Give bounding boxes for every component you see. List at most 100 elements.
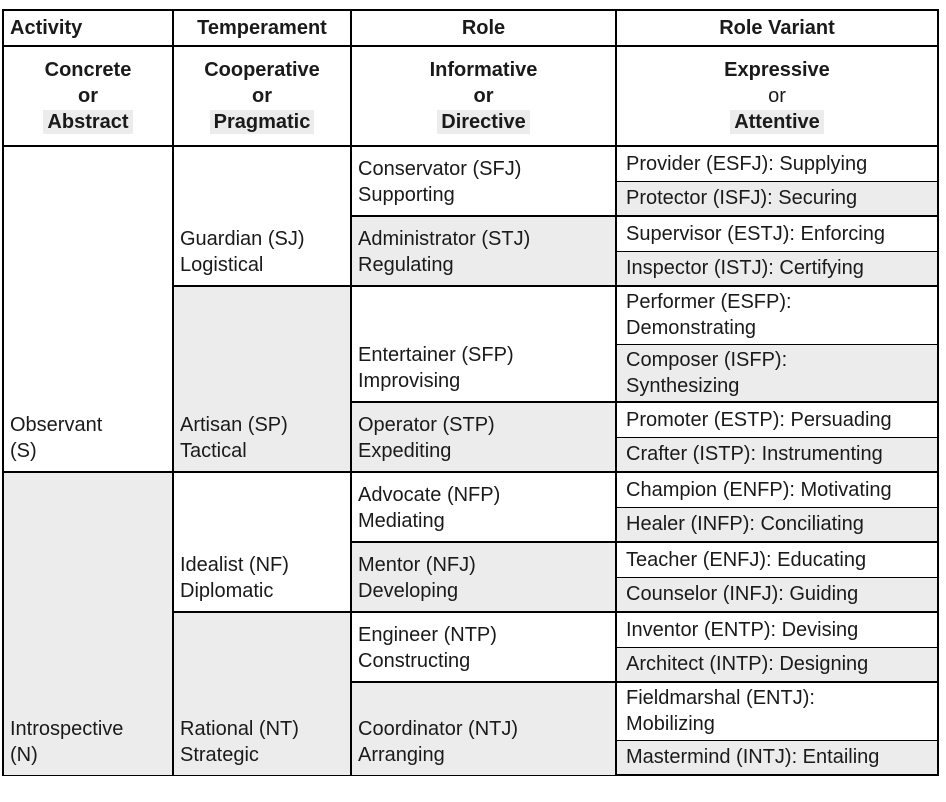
dichotomy-second: Abstract [10, 109, 166, 135]
variant-cell: Mastermind (INTJ): Entailing [615, 739, 939, 776]
cell-line-1: Healer (INFP): Conciliating [626, 513, 864, 536]
variant-cell: Performer (ESFP): Demonstrating [615, 285, 939, 345]
role-cell: Conservator (SFJ) Supporting [350, 145, 617, 217]
table-row: Inspector (ISTJ): Certifying [3, 250, 939, 287]
cell-line-1: Counselor (INFJ): Guiding [626, 583, 859, 606]
dichotomy-role-variant: Expressive or Attentive [615, 45, 939, 147]
table-row: Healer (INFP): Conciliating [3, 506, 939, 543]
cell-line-1: Protector (ISFJ): Securing [626, 187, 858, 210]
activity-cell: Observant (S) [2, 145, 174, 473]
highlighted-word: Abstract [43, 110, 133, 134]
cell-line-2: Arranging [358, 743, 445, 766]
cell-line-1: Introspective [10, 717, 124, 740]
table-row: Artisan (SP) Tactical Entertainer (SFP) … [3, 285, 939, 473]
variant-cell: Composer (ISFP): Synthesizing [615, 343, 939, 403]
cell-line-2: Mobilizing [626, 713, 715, 736]
table-row: Crafter (ISTP): Instrumenting [3, 436, 939, 473]
cell-line-1: Fieldmarshal (ENTJ): [626, 687, 815, 710]
cell-line-2: Tactical [180, 440, 247, 462]
column-header-role-variant: Role Variant [615, 9, 939, 47]
variant-cell: Crafter (ISTP): Instrumenting [615, 436, 939, 473]
cell-line-1: Artisan (SP) [180, 414, 288, 436]
cell-line-1: Engineer (NTP) [358, 624, 497, 646]
cell-line-2: Strategic [180, 743, 259, 766]
dichotomy-or: or [473, 85, 494, 107]
variant-cell: Promoter (ESTP): Persuading [615, 401, 939, 438]
temperament-cell: Idealist (NF) Diplomatic [172, 471, 352, 613]
variant-cell: Supervisor (ESTJ): Enforcing [615, 215, 939, 252]
dichotomy-or: or [78, 85, 98, 107]
table-row: Administrator (STJ) Regulating Superviso… [3, 215, 939, 287]
dichotomy-or: or [252, 85, 272, 107]
column-header-activity: Activity [2, 9, 174, 47]
role-cell: Entertainer (SFP) Improvising [350, 285, 617, 403]
cell-line-1: Observant [10, 414, 103, 436]
variant-cell: Architect (INTP): Designing [615, 646, 939, 683]
table-row: Counselor (INFJ): Guiding [3, 576, 939, 613]
cell-line-1: Advocate (NFP) [358, 484, 501, 506]
highlighted-word: Pragmatic [209, 110, 315, 134]
cell-line-1: Administrator (STJ) [358, 228, 531, 250]
cell-line-1: Inspector (ISTJ): Certifying [626, 257, 864, 280]
cell-line-1: Provider (ESFJ): Supplying [626, 152, 868, 175]
table-row: Mentor (NFJ) Developing Teacher (ENFJ): … [3, 541, 939, 613]
keirsey-temperament-table: Activity Temperament Role Role Variant C… [2, 9, 939, 776]
temperament-cell: Guardian (SJ) Logistical [172, 145, 352, 287]
page: Activity Temperament Role Role Variant C… [2, 9, 939, 776]
table-row: Composer (ISFP): Synthesizing [3, 343, 939, 403]
table-row: Protector (ISFJ): Securing [3, 180, 939, 217]
table-row: Coordinator (NTJ) Arranging Fieldmarshal… [3, 681, 939, 776]
dichotomy-activity: Concrete or Abstract [2, 45, 174, 147]
dichotomy-or: or [768, 85, 786, 107]
cell-line-1: Mentor (NFJ) [358, 554, 476, 576]
temperament-cell: Rational (NT) Strategic [172, 611, 352, 776]
cell-line-2: Synthesizing [626, 374, 740, 397]
cell-line-2: Improvising [358, 370, 461, 392]
variant-cell: Protector (ISFJ): Securing [615, 180, 939, 217]
cell-line-2: Developing [358, 580, 459, 602]
table-row: Operator (STP) Expediting Promoter (ESTP… [3, 401, 939, 473]
cell-line-2: Expediting [358, 440, 452, 462]
dichotomy-first: Expressive [724, 59, 830, 81]
column-header-role: Role [350, 9, 617, 47]
variant-cell: Counselor (INFJ): Guiding [615, 576, 939, 613]
cell-line-1: Entertainer (SFP) [358, 344, 514, 366]
table-row: Rational (NT) Strategic Engineer (NTP) C… [3, 611, 939, 776]
cell-line-1: Architect (INTP): Designing [626, 653, 869, 676]
cell-line-1: Inventor (ENTP): Devising [626, 618, 859, 641]
cell-line-1: Promoter (ESTP): Persuading [626, 408, 892, 431]
highlighted-word: Attentive [730, 110, 824, 134]
column-header-row: Activity Temperament Role Role Variant [2, 9, 939, 47]
role-cell: Operator (STP) Expediting [350, 401, 617, 473]
table-row: Mastermind (INTJ): Entailing [3, 739, 939, 776]
role-cell: Mentor (NFJ) Developing [350, 541, 617, 613]
variant-cell: Inventor (ENTP): Devising [615, 611, 939, 648]
variant-cell: Provider (ESFJ): Supplying [615, 145, 939, 182]
cell-line-1: Operator (STP) [358, 414, 495, 436]
variant-cell: Fieldmarshal (ENTJ): Mobilizing [615, 681, 939, 741]
cell-line-1: Champion (ENFP): Motivating [626, 478, 892, 501]
cell-line-1: Guardian (SJ) [180, 228, 305, 250]
variant-cell: Inspector (ISTJ): Certifying [615, 250, 939, 287]
dichotomy-first: Concrete [44, 59, 132, 81]
cell-line-1: Conservator (SFJ) [358, 158, 522, 180]
cell-line-2: Supporting [358, 184, 455, 206]
role-cell: Administrator (STJ) Regulating [350, 215, 617, 287]
dichotomy-second: Pragmatic [180, 109, 344, 135]
dichotomy-header-row: Concrete or Abstract Cooperative or Prag… [2, 45, 939, 147]
cell-line-1: Crafter (ISTP): Instrumenting [626, 443, 883, 466]
cell-line-1: Rational (NT) [180, 717, 299, 740]
cell-line-2: (S) [10, 440, 37, 462]
cell-line-1: Composer (ISFP): [626, 348, 788, 371]
dichotomy-role: Informative or Directive [350, 45, 617, 147]
role-cell: Advocate (NFP) Mediating [350, 471, 617, 543]
dichotomy-first: Informative [429, 59, 538, 81]
table-row: Architect (INTP): Designing [3, 646, 939, 683]
role-cell: Coordinator (NTJ) Arranging [350, 681, 617, 776]
cell-line-2: (N) [10, 743, 38, 766]
temperament-cell: Artisan (SP) Tactical [172, 285, 352, 473]
cell-line-1: Coordinator (NTJ) [358, 717, 519, 740]
variant-cell: Champion (ENFP): Motivating [615, 471, 939, 508]
cell-line-2: Diplomatic [180, 580, 274, 602]
cell-line-1: Mastermind (INTJ): Entailing [626, 746, 880, 769]
